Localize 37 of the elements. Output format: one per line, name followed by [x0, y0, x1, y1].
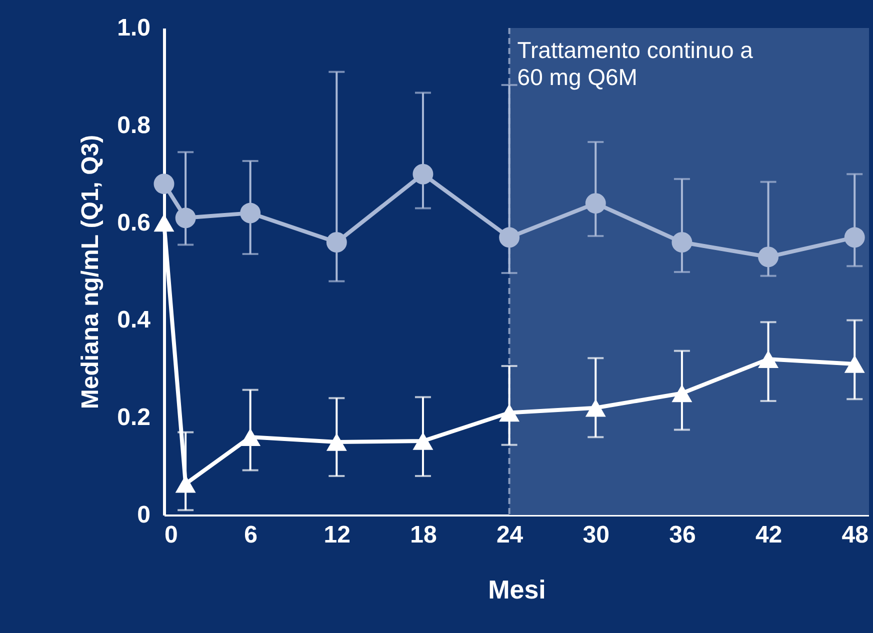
x-tick-label: 48	[842, 522, 868, 548]
point	[154, 174, 174, 194]
x-tick-label: 42	[755, 522, 782, 548]
y-tick-label: 0.4	[117, 306, 152, 334]
point	[672, 232, 692, 253]
point	[412, 164, 434, 184]
y-tick-label: 0.6	[117, 209, 150, 236]
point	[844, 355, 865, 373]
point	[175, 208, 196, 228]
x-tick-label: 30	[582, 522, 610, 548]
point	[758, 350, 779, 368]
point	[844, 227, 865, 248]
x-tick-label: 0	[164, 522, 178, 548]
point	[240, 428, 261, 446]
point	[499, 227, 520, 248]
point	[758, 246, 779, 268]
y-tick-label: 1.0	[117, 14, 150, 42]
x-tick-label: 24	[496, 522, 524, 548]
y-tick-label: 0	[137, 502, 150, 528]
point	[499, 404, 520, 422]
point	[412, 432, 434, 450]
x-tick-label: 6	[244, 522, 258, 548]
point	[154, 214, 174, 232]
point	[585, 398, 606, 417]
point	[585, 193, 606, 214]
x-axis-title: Mesi	[488, 574, 546, 604]
band-label: Trattamento continuo a 60 mg Q6M	[517, 37, 754, 90]
x-tick-label: 36	[669, 522, 696, 548]
y-axis-title: Mediana ng/mL (Q1, Q3)	[77, 134, 104, 410]
point	[672, 384, 692, 402]
x-tick-label: 18	[410, 522, 437, 548]
x-tick-label: 12	[324, 522, 351, 548]
y-tick-label: 0.2	[117, 404, 150, 432]
y-tick-label: 0.8	[117, 112, 150, 139]
point	[326, 433, 347, 451]
point	[326, 232, 347, 253]
point	[240, 202, 261, 224]
